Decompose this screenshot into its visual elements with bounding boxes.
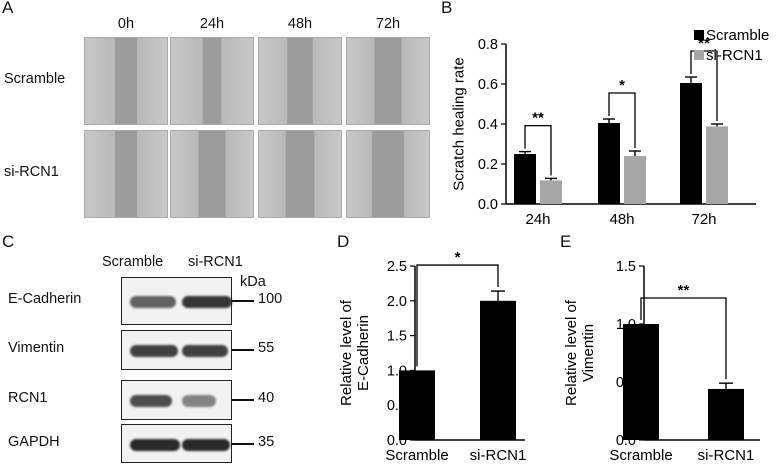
significance-bracket	[416, 264, 499, 367]
bar	[598, 123, 620, 204]
y-axis-label-line: Relative level of	[338, 299, 355, 406]
y-tick-label: 0.0	[478, 197, 498, 213]
legend-swatch	[694, 30, 704, 40]
legend-swatch	[694, 50, 704, 60]
scratch-image	[84, 130, 168, 218]
blot-band	[130, 438, 180, 451]
bar	[540, 180, 562, 204]
blot-col-scramble: Scramble	[102, 254, 164, 270]
blot-label: GAPDH	[8, 433, 60, 450]
legend-label: Scramble	[706, 27, 769, 44]
blot-band	[182, 395, 216, 407]
significance-bracket	[608, 92, 636, 148]
blot-band	[182, 438, 230, 451]
blot-band	[182, 345, 228, 357]
blot-box	[121, 380, 232, 420]
y-axis-label-line: Scratch healing rate	[450, 57, 467, 190]
blot-label: Vimentin	[8, 340, 65, 356]
scratch-image	[346, 37, 430, 125]
bar	[399, 370, 435, 440]
blot-band	[130, 296, 176, 308]
blot-label: RCN1	[8, 390, 48, 406]
y-axis-label: Relative level ofE-Cadherin	[338, 299, 372, 406]
x-tick-label: 72h	[691, 211, 716, 228]
timepoint-label: 0h	[117, 16, 135, 32]
row-label: si-RCN1	[4, 164, 59, 180]
blot-band	[182, 296, 232, 308]
panel-d-label: D	[337, 232, 350, 251]
panel-a-label: A	[2, 0, 14, 17]
kda-label: kDa	[240, 274, 266, 290]
x-tick-label: Scramble	[385, 447, 448, 464]
blot-box	[121, 424, 232, 463]
bar	[624, 156, 646, 204]
y-tick-label: 0.8	[478, 37, 498, 53]
bar	[480, 300, 516, 440]
scratch-image	[258, 37, 342, 125]
x-tick-label: Scramble	[609, 447, 672, 464]
marker-tick	[232, 442, 254, 445]
y-tick-label: 2.5	[387, 259, 407, 275]
y-axis-label-line: Relative level of	[563, 299, 580, 406]
bar	[708, 388, 744, 440]
row-label: Scramble	[4, 71, 66, 87]
panel-c-label: C	[2, 232, 15, 251]
x-tick-label: 48h	[609, 211, 634, 228]
panel-b-label: B	[441, 0, 453, 17]
significance-mark: **	[678, 282, 690, 299]
x-tick-label: 24h	[525, 211, 550, 228]
scratch-image	[170, 37, 254, 125]
significance-mark: *	[455, 249, 461, 266]
y-tick-label: 0.6	[478, 77, 498, 93]
significance-mark: *	[619, 77, 625, 94]
scratch-image	[84, 37, 168, 125]
marker-tick	[232, 349, 254, 351]
x-tick-label: si-RCN1	[470, 447, 527, 464]
blot-label: E-Cadherin	[8, 291, 82, 307]
scratch-image	[170, 130, 254, 218]
bar	[514, 154, 536, 204]
scratch-image	[346, 130, 430, 218]
significance-mark: **	[532, 110, 544, 127]
bar	[623, 324, 659, 440]
blot-band	[130, 345, 178, 357]
y-axis-label: Relative level ofVimentin	[563, 299, 597, 406]
timepoint-label: 48h	[287, 16, 313, 32]
x-tick-label: si-RCN1	[698, 447, 755, 464]
marker-value: 100	[258, 291, 283, 307]
y-tick-label: 2.0	[387, 294, 407, 310]
marker-tick	[232, 399, 254, 401]
blot-band	[130, 395, 172, 407]
bar	[706, 126, 728, 204]
marker-tick	[232, 300, 254, 302]
marker-value: 40	[258, 390, 275, 406]
timepoint-label: 72h	[375, 16, 401, 32]
y-tick-label: 0.4	[478, 117, 498, 133]
marker-value: 35	[258, 433, 275, 450]
legend-label: si-RCN1	[706, 47, 763, 64]
y-axis-label-line: E-Cadherin	[355, 315, 372, 391]
y-axis-label-line: Vimentin	[580, 324, 597, 382]
timepoint-label: 24h	[199, 16, 225, 32]
y-tick-label: 1.5	[387, 329, 407, 345]
y-axis-label: Scratch healing rate	[450, 57, 467, 190]
panel-e-label: E	[560, 232, 572, 251]
y-tick-label: 1.5	[616, 259, 636, 275]
significance-mark: **	[698, 35, 710, 52]
bar	[680, 83, 702, 204]
scratch-image	[258, 130, 342, 218]
blot-box	[121, 330, 232, 370]
blot-col-sircn1: si-RCN1	[188, 254, 243, 270]
blot-box	[121, 277, 232, 325]
y-tick-label: 0.2	[478, 157, 498, 173]
significance-bracket	[524, 124, 552, 176]
marker-value: 55	[258, 340, 275, 356]
significance-bracket	[640, 297, 727, 380]
